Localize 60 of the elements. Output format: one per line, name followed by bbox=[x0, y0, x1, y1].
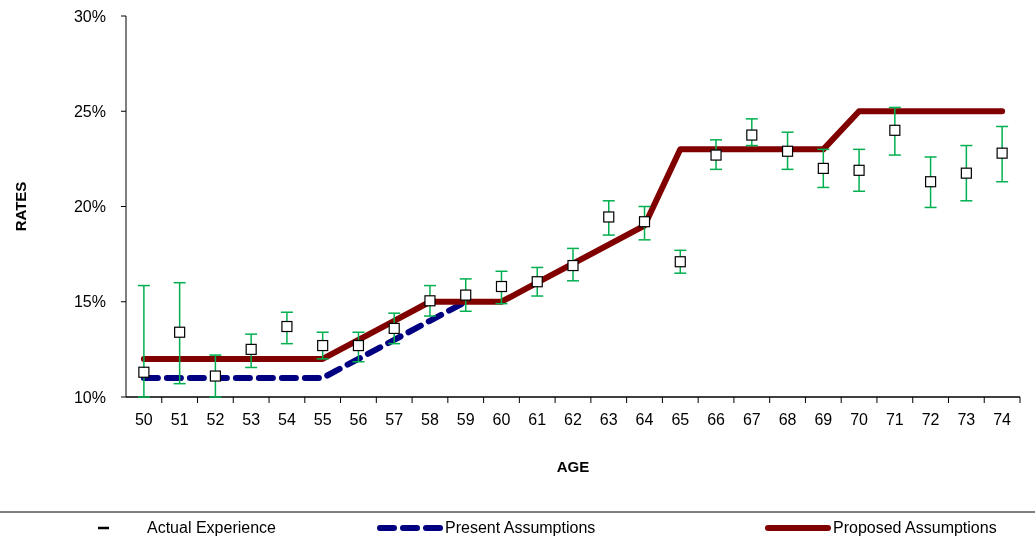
point bbox=[495, 280, 508, 293]
x-tick-label: 74 bbox=[993, 411, 1012, 428]
x-tick-label: 65 bbox=[671, 411, 690, 428]
x-tick-label: 51 bbox=[170, 411, 189, 428]
x-tick-label: 55 bbox=[313, 411, 332, 428]
point bbox=[245, 343, 257, 355]
x-tick-label: 71 bbox=[885, 411, 904, 428]
point bbox=[317, 339, 329, 352]
point bbox=[424, 295, 436, 307]
legend-label: Proposed Assumptions bbox=[833, 519, 997, 536]
x-tick-label: 67 bbox=[742, 411, 761, 428]
point bbox=[889, 124, 901, 136]
point bbox=[388, 322, 400, 335]
point bbox=[781, 145, 794, 157]
point bbox=[746, 129, 758, 141]
y-tick-label: 30% bbox=[73, 7, 106, 25]
point bbox=[817, 162, 829, 174]
legend-label: Actual Experience bbox=[147, 519, 277, 536]
point bbox=[567, 259, 579, 272]
x-axis-title: AGE bbox=[556, 458, 590, 475]
x-tick-label: 64 bbox=[635, 411, 654, 428]
point bbox=[960, 167, 972, 179]
y-axis-title: RATES bbox=[12, 181, 29, 232]
point bbox=[174, 326, 186, 338]
point bbox=[996, 147, 1008, 159]
point bbox=[531, 276, 543, 288]
point bbox=[853, 164, 865, 176]
point bbox=[925, 176, 937, 188]
x-tick-label: 58 bbox=[421, 411, 439, 428]
point bbox=[460, 289, 472, 301]
x-tick-label: 68 bbox=[778, 411, 797, 428]
legend-label: Present Assumptions bbox=[445, 519, 596, 536]
point bbox=[352, 339, 365, 352]
x-tick-label: 70 bbox=[850, 411, 869, 428]
x-tick-label: 52 bbox=[206, 411, 225, 428]
x-tick-label: 69 bbox=[814, 411, 833, 428]
x-tick-label: 53 bbox=[242, 411, 261, 428]
y-tick-label: 15% bbox=[73, 293, 106, 311]
x-tick-label: 56 bbox=[349, 411, 368, 428]
x-tick-label: 54 bbox=[278, 411, 296, 428]
x-tick-label: 60 bbox=[492, 411, 511, 428]
y-tick-label: 10% bbox=[73, 388, 106, 406]
x-tick-label: 62 bbox=[564, 411, 582, 428]
point bbox=[281, 320, 293, 333]
x-tick-label: 66 bbox=[707, 411, 726, 428]
point bbox=[710, 149, 722, 161]
x-tick-label: 57 bbox=[385, 411, 404, 428]
x-tick-label: 73 bbox=[957, 411, 976, 428]
x-tick-label: 63 bbox=[599, 411, 618, 428]
point bbox=[209, 370, 221, 382]
point bbox=[138, 366, 150, 378]
x-tick-label: 61 bbox=[528, 411, 547, 428]
x-tick-label: 59 bbox=[456, 411, 475, 428]
point bbox=[638, 216, 651, 228]
y-tick-label: 20% bbox=[73, 198, 106, 216]
point bbox=[603, 211, 615, 223]
point bbox=[674, 256, 686, 268]
x-tick-label: 72 bbox=[921, 411, 940, 428]
x-tick-label: 50 bbox=[134, 411, 153, 428]
y-tick-label: 25% bbox=[73, 102, 106, 120]
